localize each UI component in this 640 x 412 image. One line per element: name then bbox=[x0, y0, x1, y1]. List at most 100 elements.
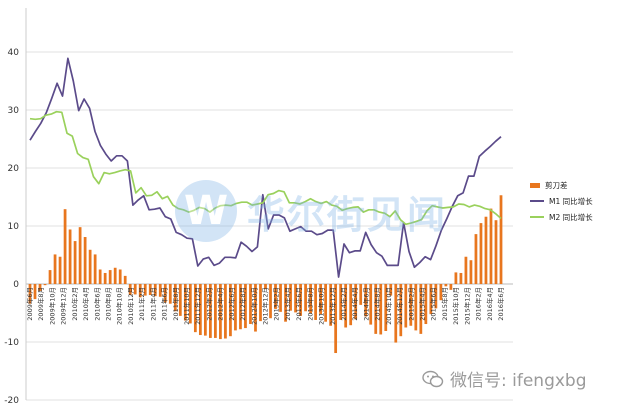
legend-item-m1: M1 同比增长 bbox=[530, 193, 634, 209]
x-tick-label: 2010年12月 bbox=[126, 287, 135, 325]
x-tick-label: 2009年12月 bbox=[59, 287, 68, 325]
x-tick-label: 2011年8月 bbox=[171, 287, 180, 321]
x-tick-label: 2013年12月 bbox=[328, 287, 337, 325]
bar bbox=[198, 284, 202, 336]
bar bbox=[249, 284, 252, 325]
bar bbox=[274, 284, 277, 309]
x-tick-label: 2012年8月 bbox=[238, 287, 247, 321]
bar bbox=[239, 284, 242, 330]
bar bbox=[78, 227, 82, 284]
bar bbox=[374, 284, 378, 334]
bar bbox=[128, 284, 132, 296]
y-tick-label: 40 bbox=[8, 48, 20, 58]
bar bbox=[444, 284, 448, 287]
legend-swatch-bar bbox=[530, 182, 540, 188]
y-tick-label: 0 bbox=[13, 280, 19, 290]
x-tick-label: 2015年8月 bbox=[440, 287, 449, 321]
x-tick-label: 2016年6月 bbox=[496, 287, 505, 321]
bar bbox=[183, 284, 187, 321]
bar bbox=[469, 260, 473, 284]
bar bbox=[479, 223, 483, 284]
bar bbox=[329, 284, 333, 326]
bar bbox=[83, 237, 87, 284]
bar bbox=[349, 284, 353, 326]
bar bbox=[224, 284, 227, 339]
legend-swatch-line bbox=[530, 216, 544, 218]
bar bbox=[359, 284, 363, 305]
bar bbox=[209, 284, 212, 338]
bar bbox=[133, 284, 137, 295]
bar bbox=[334, 284, 338, 354]
bar bbox=[379, 284, 383, 335]
legend-item-m2: M2 同比增长 bbox=[530, 209, 634, 225]
bar bbox=[108, 270, 112, 284]
bar bbox=[254, 284, 257, 332]
bar bbox=[369, 284, 373, 325]
bar bbox=[489, 208, 493, 284]
bar bbox=[33, 284, 37, 300]
x-tick-label: 2011年4月 bbox=[148, 287, 157, 321]
x-tick-label: 2012年10月 bbox=[249, 287, 258, 325]
x-tick-label: 2013年8月 bbox=[305, 287, 314, 321]
x-tick-label: 2011年10月 bbox=[182, 287, 191, 325]
bar bbox=[229, 284, 232, 337]
series-line-m1 bbox=[29, 57, 502, 278]
x-tick-label: 2010年6月 bbox=[92, 287, 101, 321]
bar bbox=[439, 284, 443, 301]
bar bbox=[484, 216, 488, 284]
bar bbox=[168, 284, 172, 304]
bar bbox=[454, 272, 458, 284]
bar bbox=[394, 284, 398, 343]
bar bbox=[98, 269, 102, 284]
y-tick-label: 30 bbox=[8, 106, 20, 116]
x-tick-label: 2015年6月 bbox=[429, 287, 438, 321]
x-tick-label: 2010年2月 bbox=[70, 287, 79, 321]
bar bbox=[259, 284, 262, 322]
x-tick-label: 2015年4月 bbox=[418, 287, 427, 321]
legend-item-gap: 剪刀差 bbox=[530, 177, 634, 193]
bar bbox=[319, 284, 322, 315]
x-tick-label: 2014年6月 bbox=[361, 287, 370, 321]
y-tick-label: -20 bbox=[4, 396, 19, 406]
bar bbox=[153, 284, 157, 297]
x-tick-label: 2015年10月 bbox=[451, 287, 460, 325]
bar bbox=[284, 284, 287, 322]
legend-label: M2 同比增长 bbox=[549, 212, 593, 222]
bar bbox=[58, 256, 62, 284]
x-tick-label: 2012年6月 bbox=[227, 287, 236, 321]
bar bbox=[474, 234, 478, 284]
bar bbox=[324, 284, 328, 322]
legend-swatch-line bbox=[530, 200, 544, 202]
x-tick-label: 2009年10月 bbox=[47, 287, 56, 325]
bar bbox=[143, 284, 147, 296]
bar bbox=[299, 284, 302, 316]
bar bbox=[234, 284, 237, 331]
x-tick-label: 2013年2月 bbox=[272, 287, 281, 321]
bar bbox=[138, 284, 142, 298]
x-tick-label: 2010年4月 bbox=[81, 287, 90, 321]
bar bbox=[384, 284, 388, 331]
x-tick-label: 2010年8月 bbox=[104, 287, 113, 321]
logo-text: 华尔街见闻 bbox=[247, 192, 448, 237]
bar bbox=[178, 284, 182, 316]
bar bbox=[399, 284, 403, 337]
bar bbox=[364, 284, 368, 317]
wechat-id-text: 微信号: ifengxbg bbox=[450, 371, 587, 391]
bar bbox=[53, 254, 57, 284]
x-tick-label: 2015年12月 bbox=[462, 287, 471, 325]
x-tick-label: 2012年2月 bbox=[204, 287, 213, 321]
bar bbox=[429, 284, 433, 315]
bar bbox=[304, 284, 307, 312]
bar bbox=[389, 284, 393, 296]
bar bbox=[344, 284, 348, 328]
bar bbox=[88, 249, 92, 284]
x-tick-label: 2012年12月 bbox=[261, 287, 270, 325]
bar bbox=[294, 284, 297, 313]
site-logo-watermark: W 华尔街见闻 bbox=[175, 180, 447, 242]
x-tick-label: 2009年8月 bbox=[36, 287, 45, 321]
bar bbox=[188, 284, 192, 324]
bar bbox=[38, 284, 42, 291]
x-tick-label: 2014年12月 bbox=[395, 287, 404, 325]
bar bbox=[309, 284, 312, 314]
